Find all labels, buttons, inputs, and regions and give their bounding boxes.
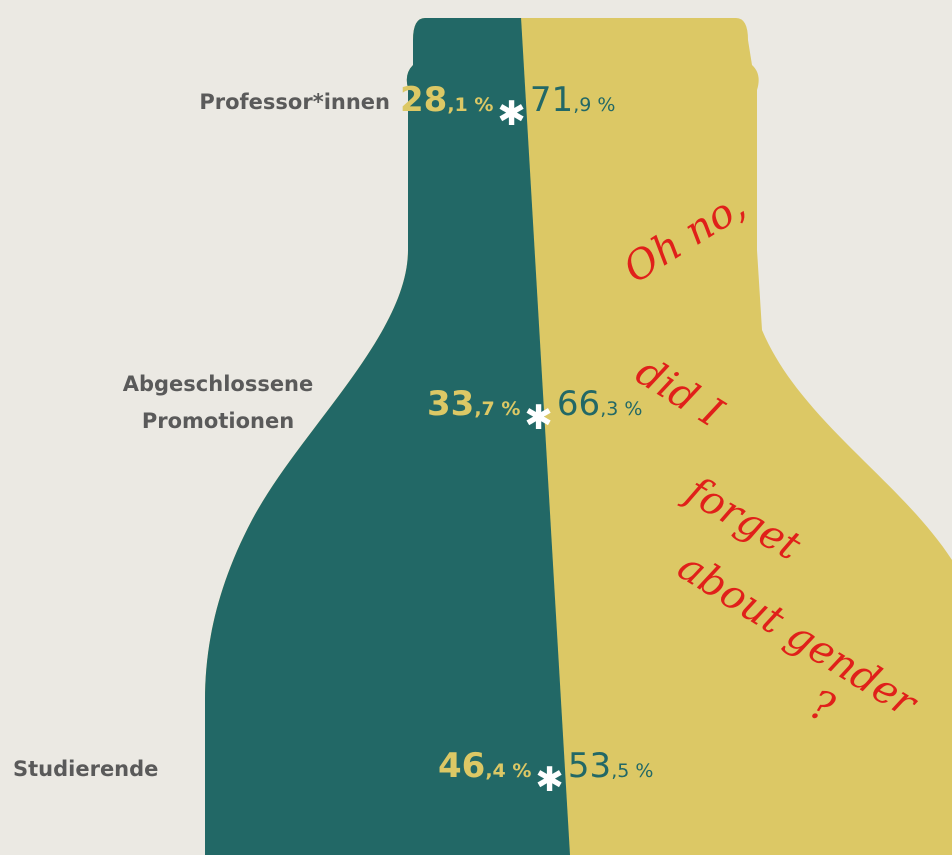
row-label: Professor*innen (199, 90, 390, 114)
left-value-int: 33 (427, 384, 475, 424)
left-value-int: 46 (438, 746, 486, 786)
separator-star: ✱ (497, 94, 526, 134)
right-value-int: 53 (567, 746, 612, 786)
right-value-dec: ,5 % (611, 760, 654, 782)
row-values: 28,1 % ✱ 71,9 % (400, 80, 616, 131)
row-label: Abgeschlossene (122, 372, 314, 396)
separator-star: ✱ (524, 398, 553, 438)
row-label: Promotionen (141, 409, 295, 433)
right-value-dec: ,9 % (573, 94, 616, 116)
row-values: 46,4 % ✱ 53,5 % (438, 746, 654, 797)
row-label: Studierende (13, 757, 159, 781)
right-value-int: 66 (556, 384, 601, 424)
left-value-dec: ,7 % (474, 398, 521, 420)
left-value-dec: ,4 % (485, 760, 532, 782)
left-value-int: 28 (400, 80, 448, 120)
row-values: 33,7 % ✱ 66,3 % (427, 384, 643, 435)
right-value-dec: ,3 % (600, 398, 643, 420)
separator-star: ✱ (535, 760, 564, 800)
right-value-int: 71 (529, 80, 574, 120)
left-value-dec: ,1 % (447, 94, 494, 116)
